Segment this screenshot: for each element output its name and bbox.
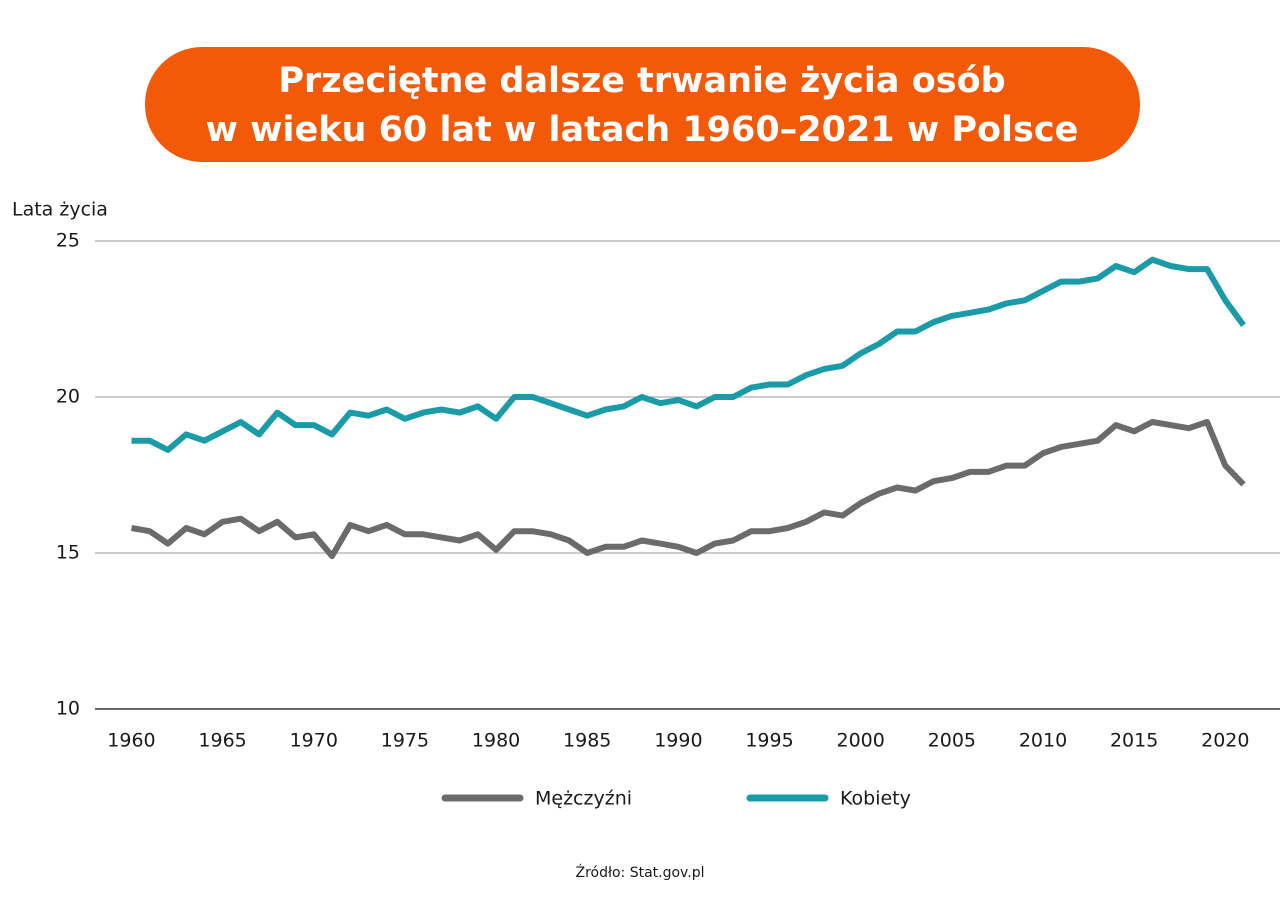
chart-title: w wieku 60 lat w latach 1960–2021 w Pols… [206,110,1079,150]
title-background [145,47,1140,162]
y-tick-label: 25 [56,230,80,252]
x-tick-label: 1960 [107,730,155,752]
x-tick-label: 1965 [198,730,246,752]
series-line [130,419,1246,560]
y-tick-label: 15 [56,542,80,564]
series-line [131,256,1246,453]
y-axis-label: Lata życia [12,199,108,221]
x-tick-label: 1980 [472,730,520,752]
x-tick-label: 2005 [928,730,976,752]
legend-label: Mężczyźni [535,788,632,810]
x-tick-label: 1970 [290,730,338,752]
x-tick-label: 2000 [837,730,885,752]
y-tick-label: 20 [56,386,80,408]
x-tick-label: 2020 [1201,730,1249,752]
x-tick-label: 1990 [654,730,702,752]
chart-title: Przeciętne dalsze trwanie życia osób [278,61,1005,101]
x-tick-label: 1995 [745,730,793,752]
x-tick-label: 1985 [563,730,611,752]
legend-label: Kobiety [840,788,911,810]
y-tick-label: 10 [56,698,80,720]
source: Źródło: Stat.gov.pl [576,863,705,881]
x-tick-label: 1975 [381,730,429,752]
x-tick-label: 2015 [1110,730,1158,752]
x-tick-label: 2010 [1019,730,1067,752]
